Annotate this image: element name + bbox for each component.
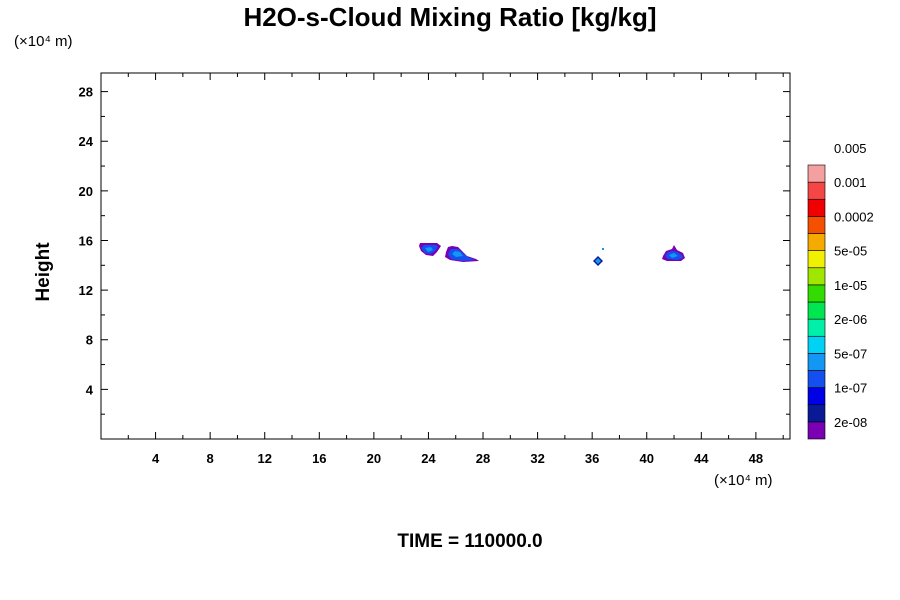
colorbar-swatch (807, 198, 826, 217)
colorbar-swatch (807, 250, 826, 269)
cloud-regions (419, 243, 685, 266)
colorbar-swatch (807, 387, 826, 406)
y-tick-label: 12 (79, 283, 93, 298)
x-axis-ticks: 4 8 12 16 20 24 28 32 36 40 44 48 (127, 73, 784, 466)
colorbar-swatch (807, 181, 826, 200)
x-axis-unit: (×10⁴ m) (714, 472, 773, 489)
colorbar-label: 1e-05 (834, 278, 867, 293)
colorbar-label: 1e-07 (834, 381, 867, 396)
colorbar-label: 0.001 (834, 175, 867, 190)
colorbar-label: 2e-08 (834, 415, 867, 430)
colorbar-label: 5e-07 (834, 346, 867, 361)
x-tick-label: 28 (476, 451, 490, 466)
colorbar-label: 2e-06 (834, 312, 867, 327)
time-label: TIME = 110000.0 (397, 531, 543, 552)
y-tick-label: 20 (79, 184, 93, 199)
colorbar-swatch (807, 216, 826, 234)
x-tick-label: 16 (312, 451, 326, 466)
y-tick-label: 28 (79, 85, 93, 100)
y-axis-ticks: 4 8 12 16 20 24 28 (79, 85, 790, 415)
x-tick-label: 32 (530, 451, 544, 466)
colorbar-swatch (807, 404, 826, 423)
colorbar-swatch (807, 318, 826, 337)
x-tick-label: 4 (152, 451, 160, 466)
colorbar-swatch (807, 421, 826, 440)
y-tick-label: 8 (86, 333, 93, 348)
x-tick-label: 36 (585, 451, 599, 466)
colorbar-swatch (807, 353, 826, 371)
x-tick-label: 24 (421, 451, 436, 466)
x-tick-label: 12 (257, 451, 271, 466)
plot-frame (100, 72, 791, 440)
colorbar-swatch (807, 164, 826, 183)
y-axis-unit: (×10⁴ m) (14, 33, 73, 50)
colorbar-label: 0.005 (834, 141, 867, 156)
colorbar-label: 5e-05 (834, 244, 867, 259)
cloud-region-3 (593, 248, 604, 266)
cloud-region-4 (662, 245, 685, 261)
x-tick-label: 8 (207, 451, 214, 466)
colorbar-swatch (807, 370, 826, 388)
y-tick-label: 24 (79, 134, 94, 149)
y-tick-label: 4 (86, 382, 94, 397)
colorbar-swatch (807, 267, 826, 286)
colorbar-swatch (807, 284, 826, 303)
y-tick-label: 16 (79, 233, 93, 248)
colorbar-swatch (807, 233, 826, 251)
colorbar-swatch (807, 301, 826, 320)
x-tick-label: 48 (749, 451, 763, 466)
x-tick-label: 40 (640, 451, 654, 466)
cloud-region-2 (445, 246, 479, 262)
chart-title: H2O-s-Cloud Mixing Ratio [kg/kg] (243, 2, 657, 32)
x-tick-label: 20 (367, 451, 381, 466)
colorbar-swatch (807, 335, 826, 354)
x-tick-label: 44 (694, 451, 709, 466)
colorbar-label: 0.0002 (834, 209, 874, 224)
colorbar: 2e-08 1e-07 5e-07 2e-06 1e-05 5e-05 0.0002 0.00… (807, 141, 874, 440)
cloud-region-1 (419, 243, 441, 256)
